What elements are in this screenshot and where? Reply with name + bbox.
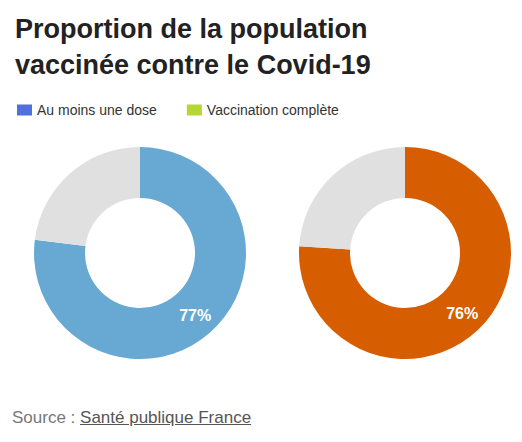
svg-text:Proportion de la population: Proportion de la population [15,14,375,44]
svg-text:Au moins une dose: Au moins une dose [37,102,157,118]
html-text:Source : Santé publique France: Source : Santé publique France [12,408,252,427]
svg-text:vaccinée contre le Covid-19: vaccinée contre le Covid-19 [15,50,371,80]
svg-text:Vaccination complète: Vaccination complète [207,102,339,118]
svg-text:77%: 77% [179,307,211,324]
svg-text:76%: 76% [446,305,478,322]
